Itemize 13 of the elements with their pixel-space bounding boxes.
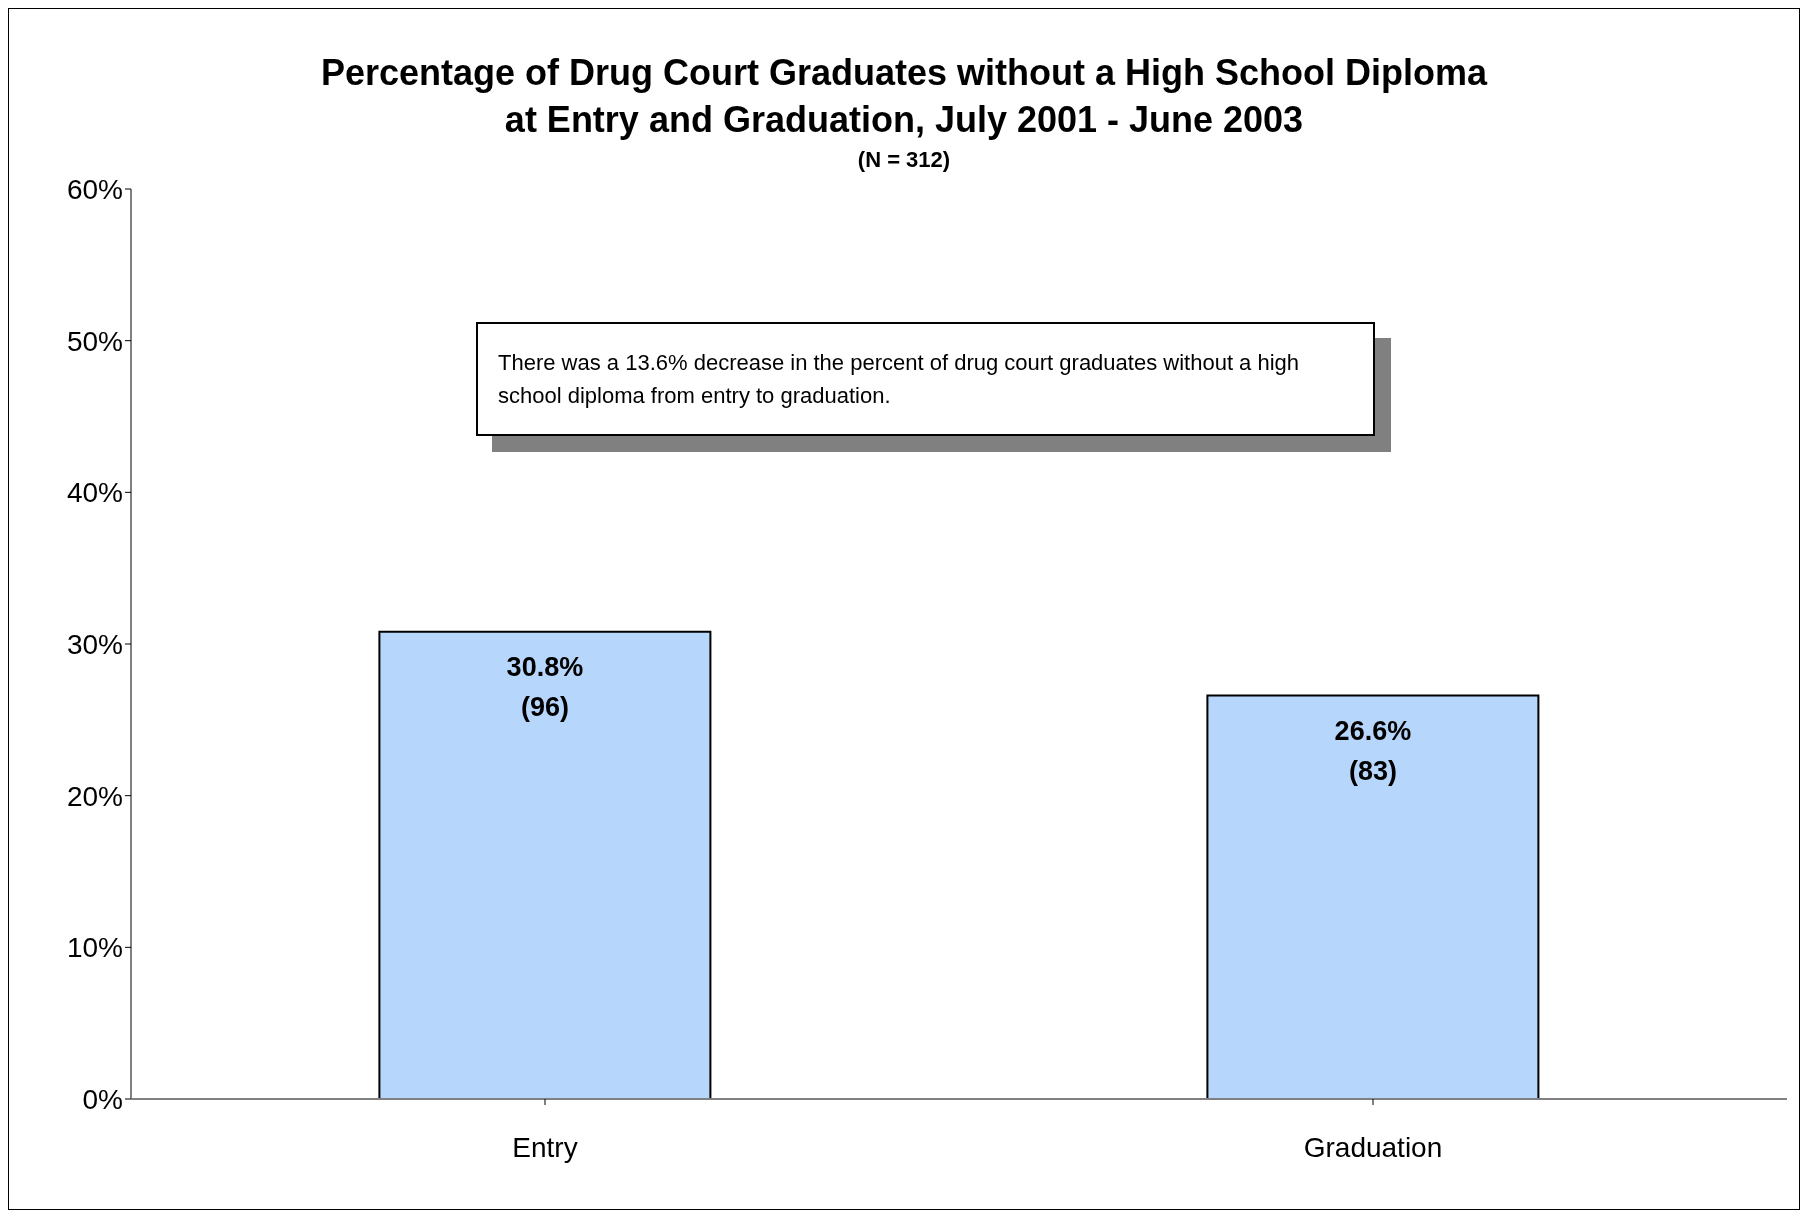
y-tick-label: 50% — [66, 325, 123, 357]
x-tick-label: Entry — [512, 1131, 578, 1163]
chart-subtitle: (N = 312) — [856, 147, 952, 173]
x-tick-label: Graduation — [1303, 1131, 1443, 1163]
y-tick-label: 30% — [66, 628, 123, 660]
y-tick-label: 60% — [66, 173, 123, 205]
y-tick-label: 40% — [66, 477, 123, 509]
data-label: 26.6% (83) — [1334, 715, 1412, 786]
data-label: 30.8% (96) — [506, 651, 584, 722]
y-tick-label: 20% — [66, 780, 123, 812]
chart-title: Percentage of Drug Court Graduates without a High School Diploma at Entry and Graduation, July 2001 - June 2003 — [319, 51, 1489, 142]
y-tick-label: 10% — [66, 932, 123, 964]
y-tick-label: 0% — [82, 1083, 123, 1115]
